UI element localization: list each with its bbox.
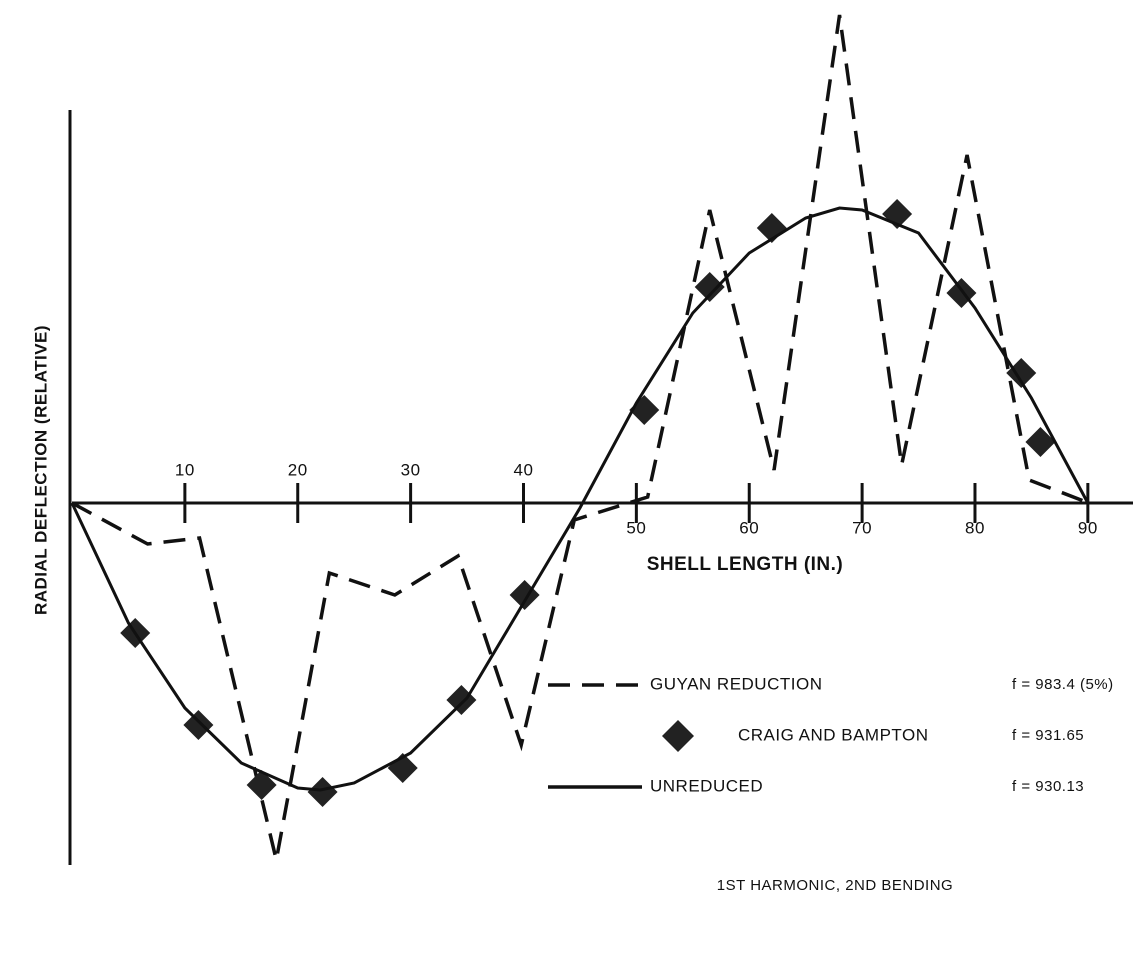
x-tick-label: 60: [739, 518, 759, 537]
x-tick-label: 20: [288, 460, 308, 479]
legend-label: GUYAN REDUCTION: [650, 674, 822, 693]
x-tick-label: 70: [852, 518, 872, 537]
x-tick-label: 40: [514, 460, 534, 479]
x-tick-label: 30: [401, 460, 421, 479]
legend-frequency: f = 931.65: [1012, 727, 1084, 744]
marker: [694, 272, 725, 302]
x-tick-label: 50: [626, 518, 646, 537]
legend-frequency: f = 983.4 (5%): [1012, 676, 1114, 693]
legend-label: CRAIG AND BAMPTON: [738, 725, 929, 744]
legend-marker: [662, 720, 694, 752]
x-tick-label: 90: [1078, 518, 1098, 537]
x-tick-label: 10: [175, 460, 195, 479]
legend-label: UNREDUCED: [650, 776, 763, 795]
legend-frequency: f = 930.13: [1012, 778, 1084, 795]
marker: [1006, 358, 1037, 388]
series-line: [70, 206, 1090, 792]
x-tick-label: 80: [965, 518, 985, 537]
x-axis-label: SHELL LENGTH (IN.): [647, 554, 844, 575]
marker: [183, 710, 214, 740]
marker: [307, 777, 338, 807]
series-line: [71, 14, 1090, 861]
annotation: 1ST HARMONIC, 2ND BENDING: [717, 877, 953, 894]
marker: [1025, 427, 1056, 457]
marker: [246, 770, 277, 800]
y-axis-label: RADIAL DEFLECTION (RELATIVE): [31, 325, 50, 615]
